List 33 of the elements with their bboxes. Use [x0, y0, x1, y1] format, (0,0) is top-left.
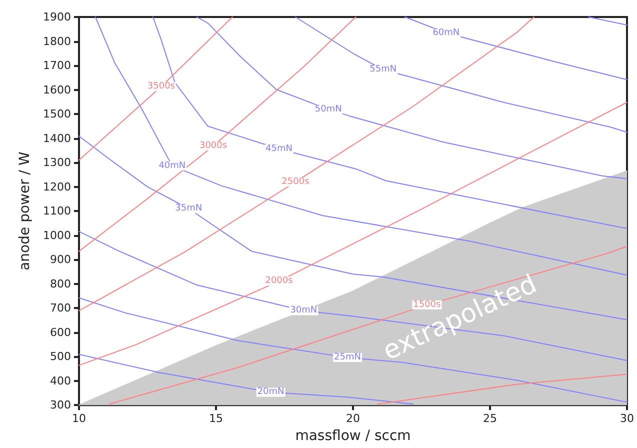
y-tick-label: 1900: [43, 10, 71, 24]
y-tick-label: 1400: [43, 132, 71, 145]
y-axis-title: anode power / W: [17, 152, 34, 270]
line-series: [78, 16, 356, 252]
y-tick-label: 500: [50, 350, 71, 364]
y-tick-label: 1100: [43, 204, 71, 218]
y-tick-label: 1700: [43, 59, 71, 72]
x-tick-label: 10: [72, 412, 86, 426]
x-tick-label: 15: [209, 412, 223, 426]
line-series: [78, 102, 628, 366]
x-axis-title: massflow / sccm: [295, 428, 411, 444]
line-series: [108, 246, 628, 405]
x-tick-label: 20: [346, 412, 360, 426]
x-tick-label: 25: [483, 412, 497, 426]
y-tick-label: 1800: [43, 34, 71, 48]
series-label: 2500s: [282, 176, 310, 187]
x-tick-label: 30: [620, 412, 634, 426]
series-label: 3000s: [199, 141, 228, 152]
y-tick-label: 600: [50, 326, 71, 339]
line-series: [404, 16, 628, 80]
y-tick-label: 1600: [43, 83, 71, 96]
series-label: 3500s: [147, 82, 176, 92]
line-series: [294, 16, 628, 133]
line-series: [78, 230, 628, 361]
y-tick-label: 1200: [43, 180, 71, 194]
y-tick-label: 800: [50, 277, 71, 290]
y-tick-label: 400: [50, 374, 71, 388]
y-tick-label: 700: [50, 302, 71, 315]
y-tick-label: 1500: [43, 108, 71, 121]
y-tick-label: 1000: [43, 228, 71, 242]
y-tick-label: 900: [50, 253, 71, 266]
y-tick-label: 1300: [43, 156, 71, 170]
y-tick-label: 300: [50, 398, 71, 412]
